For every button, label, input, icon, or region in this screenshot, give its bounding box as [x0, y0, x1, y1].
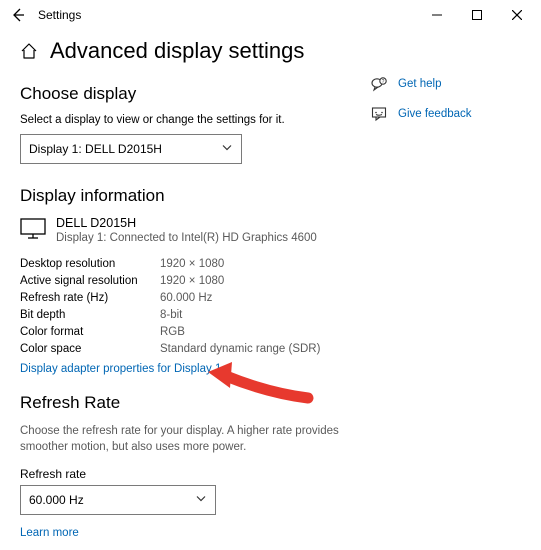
adapter-properties-link[interactable]: Display adapter properties for Display 1	[20, 363, 221, 375]
refresh-rate-heading: Refresh Rate	[20, 393, 360, 413]
info-value: RGB	[160, 326, 360, 338]
window-title: Settings	[38, 8, 81, 22]
info-value: 1920 × 1080	[160, 275, 360, 287]
learn-more-link[interactable]: Learn more	[20, 527, 79, 539]
give-feedback-link[interactable]: Give feedback	[370, 106, 521, 122]
main-column: Choose display Select a display to view …	[20, 74, 360, 539]
home-icon[interactable]	[20, 42, 38, 60]
monitor-icon	[20, 218, 46, 243]
feedback-icon	[370, 106, 388, 122]
info-label: Active signal resolution	[20, 275, 160, 287]
get-help-link[interactable]: ? Get help	[370, 76, 521, 92]
info-label: Refresh rate (Hz)	[20, 292, 160, 304]
chevron-down-icon	[195, 493, 207, 508]
refresh-rate-value: 60.000 Hz	[29, 493, 84, 507]
info-value: Standard dynamic range (SDR)	[160, 343, 360, 355]
info-value: 8-bit	[160, 309, 360, 321]
give-feedback-text: Give feedback	[398, 108, 472, 120]
display-select-value: Display 1: DELL D2015H	[29, 142, 162, 156]
display-select[interactable]: Display 1: DELL D2015H	[20, 134, 242, 164]
close-button[interactable]	[497, 1, 537, 29]
monitor-text: DELL D2015H Display 1: Connected to Inte…	[56, 216, 317, 244]
info-value: 1920 × 1080	[160, 258, 360, 270]
get-help-text: Get help	[398, 78, 441, 90]
monitor-sub: Display 1: Connected to Intel(R) HD Grap…	[56, 232, 317, 244]
get-help-icon: ?	[370, 76, 388, 92]
info-label: Desktop resolution	[20, 258, 160, 270]
maximize-button[interactable]	[457, 1, 497, 29]
back-button[interactable]	[4, 1, 32, 29]
titlebar: Settings	[0, 0, 541, 30]
minimize-button[interactable]	[417, 1, 457, 29]
refresh-rate-label: Refresh rate	[20, 467, 360, 481]
info-label: Bit depth	[20, 309, 160, 321]
page-title: Advanced display settings	[50, 38, 304, 64]
chevron-down-icon	[221, 142, 233, 157]
info-value: 60.000 Hz	[160, 292, 360, 304]
display-info-heading: Display information	[20, 186, 360, 206]
content: Choose display Select a display to view …	[0, 74, 541, 539]
info-label: Color format	[20, 326, 160, 338]
choose-display-subtext: Select a display to view or change the s…	[20, 114, 360, 126]
header: Advanced display settings	[0, 30, 541, 74]
refresh-rate-description: Choose the refresh rate for your display…	[20, 423, 360, 455]
refresh-rate-select[interactable]: 60.000 Hz	[20, 485, 216, 515]
monitor-name: DELL D2015H	[56, 216, 317, 230]
svg-text:?: ?	[382, 79, 385, 85]
info-label: Color space	[20, 343, 160, 355]
display-info-grid: Desktop resolution 1920 × 1080 Active si…	[20, 258, 360, 355]
monitor-row: DELL D2015H Display 1: Connected to Inte…	[20, 216, 360, 244]
side-column: ? Get help Give feedback	[360, 74, 521, 539]
choose-display-heading: Choose display	[20, 84, 360, 104]
